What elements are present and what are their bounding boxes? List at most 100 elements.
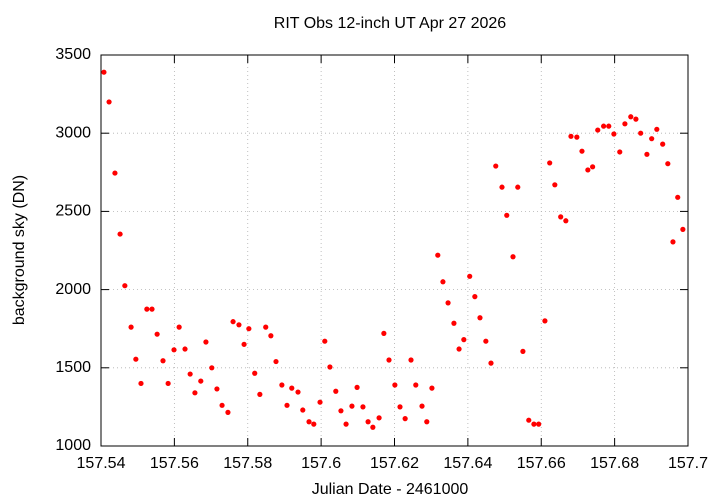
point: [338, 408, 344, 414]
point: [219, 402, 225, 408]
point: [617, 149, 623, 155]
point: [510, 254, 516, 260]
point: [117, 231, 123, 237]
point: [257, 391, 263, 397]
point: [263, 324, 269, 330]
point: [176, 324, 182, 330]
point: [424, 419, 430, 425]
point: [133, 356, 139, 362]
point: [101, 69, 107, 75]
point: [488, 360, 494, 366]
y-tick-label: 2500: [55, 203, 91, 220]
point: [138, 380, 144, 387]
point: [279, 382, 285, 388]
point: [311, 421, 317, 427]
x-axis-label: Julian Date - 2461000: [312, 481, 469, 498]
point: [408, 357, 414, 363]
point: [520, 348, 526, 354]
point: [665, 161, 671, 167]
point: [154, 331, 160, 337]
point: [349, 403, 355, 409]
point: [585, 167, 591, 173]
point: [638, 130, 644, 136]
point: [214, 386, 220, 392]
point: [225, 409, 231, 415]
point: [558, 214, 564, 220]
point: [429, 385, 435, 391]
point: [649, 136, 655, 142]
point: [182, 346, 188, 352]
x-tick-label: 157.64: [443, 455, 492, 472]
point: [370, 424, 376, 430]
point: [268, 333, 274, 339]
point: [644, 151, 650, 157]
point: [542, 318, 548, 324]
point: [413, 382, 419, 388]
point: [628, 114, 634, 120]
point: [526, 417, 532, 423]
point: [419, 403, 425, 409]
point: [451, 320, 457, 326]
point: [633, 116, 639, 122]
point: [241, 341, 247, 347]
point: [171, 347, 177, 353]
point: [343, 421, 349, 427]
point: [547, 160, 553, 166]
point: [477, 315, 483, 321]
point: [187, 371, 193, 377]
point: [536, 421, 542, 427]
x-tick-label: 157.68: [590, 455, 639, 472]
point: [230, 319, 236, 325]
x-tick-label: 157.54: [77, 455, 126, 472]
point: [670, 239, 676, 245]
point: [354, 384, 360, 390]
point: [622, 121, 628, 127]
point: [531, 421, 537, 427]
point: [122, 283, 128, 289]
y-tick-label: 1500: [55, 359, 91, 376]
point: [611, 131, 617, 137]
point: [149, 306, 155, 312]
point: [246, 326, 252, 332]
point: [579, 148, 585, 154]
point: [386, 357, 392, 363]
point: [317, 399, 323, 405]
point: [435, 252, 441, 258]
point: [106, 99, 112, 105]
y-tick-label: 2000: [55, 281, 91, 298]
point: [504, 212, 510, 218]
y-tick-label: 1000: [55, 437, 91, 454]
point: [365, 419, 371, 425]
point: [160, 358, 166, 364]
x-tick-label: 157.7: [668, 455, 708, 472]
point: [209, 365, 215, 371]
point: [397, 404, 403, 410]
point: [284, 402, 290, 408]
point: [493, 163, 499, 169]
y-tick-label: 3000: [55, 124, 91, 141]
point: [461, 337, 467, 343]
point: [445, 300, 451, 306]
point: [601, 123, 607, 129]
point: [252, 370, 258, 376]
point: [144, 306, 150, 312]
point: [376, 415, 382, 421]
x-tick-label: 157.62: [370, 455, 419, 472]
point: [165, 380, 171, 387]
point: [322, 338, 328, 344]
chart-title: RIT Obs 12-inch UT Apr 27 2026: [274, 15, 507, 32]
point: [327, 364, 333, 370]
point: [198, 378, 204, 384]
point: [456, 346, 462, 352]
point: [306, 419, 312, 425]
point: [203, 339, 209, 345]
x-tick-label: 157.6: [301, 455, 341, 472]
point: [128, 324, 134, 330]
point: [595, 127, 601, 133]
point: [273, 358, 279, 365]
point: [472, 294, 478, 300]
point: [440, 279, 446, 285]
point: [289, 385, 295, 391]
point: [192, 390, 198, 396]
